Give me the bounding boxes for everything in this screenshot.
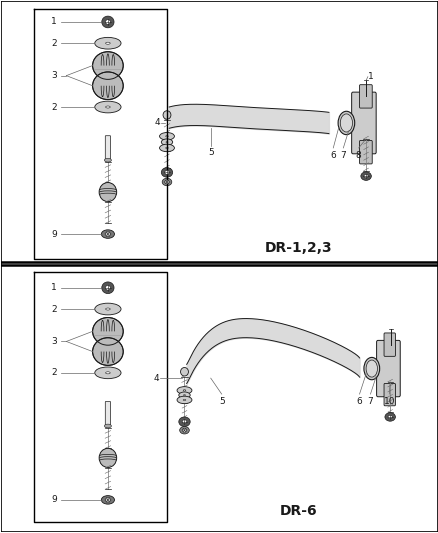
Ellipse shape xyxy=(178,417,190,426)
Ellipse shape xyxy=(105,286,110,290)
Text: 5: 5 xyxy=(208,149,213,157)
Ellipse shape xyxy=(363,358,379,379)
Ellipse shape xyxy=(161,139,172,146)
Text: 7: 7 xyxy=(367,397,372,406)
Text: 1: 1 xyxy=(367,71,373,80)
Ellipse shape xyxy=(104,158,111,162)
Ellipse shape xyxy=(384,413,395,421)
Ellipse shape xyxy=(105,498,110,502)
Text: 1: 1 xyxy=(51,283,57,292)
Ellipse shape xyxy=(337,111,354,135)
Text: DR-1,2,3: DR-1,2,3 xyxy=(264,241,331,255)
Ellipse shape xyxy=(101,230,114,238)
Ellipse shape xyxy=(161,167,172,177)
Ellipse shape xyxy=(95,367,121,378)
Text: 4: 4 xyxy=(153,374,159,383)
Ellipse shape xyxy=(92,52,123,79)
Ellipse shape xyxy=(105,20,110,25)
Ellipse shape xyxy=(162,111,170,119)
Text: 8: 8 xyxy=(355,151,361,159)
FancyBboxPatch shape xyxy=(383,333,395,357)
Ellipse shape xyxy=(360,172,371,180)
Text: 6: 6 xyxy=(330,151,336,159)
Ellipse shape xyxy=(182,420,186,424)
Ellipse shape xyxy=(159,133,174,140)
Ellipse shape xyxy=(365,360,377,377)
Ellipse shape xyxy=(178,392,190,398)
Ellipse shape xyxy=(105,232,110,236)
Ellipse shape xyxy=(363,174,367,178)
Ellipse shape xyxy=(95,101,121,113)
Ellipse shape xyxy=(95,303,121,315)
Ellipse shape xyxy=(99,448,117,467)
Text: 2: 2 xyxy=(51,368,57,377)
Ellipse shape xyxy=(183,399,185,401)
Ellipse shape xyxy=(166,142,168,143)
FancyBboxPatch shape xyxy=(105,136,110,161)
Ellipse shape xyxy=(165,135,168,137)
Ellipse shape xyxy=(177,396,191,403)
Ellipse shape xyxy=(106,42,110,44)
Ellipse shape xyxy=(92,338,123,366)
Text: 3: 3 xyxy=(51,71,57,80)
Ellipse shape xyxy=(180,368,188,376)
Ellipse shape xyxy=(106,106,110,108)
Ellipse shape xyxy=(162,178,171,185)
Ellipse shape xyxy=(106,372,110,374)
Ellipse shape xyxy=(179,426,189,434)
Text: 2: 2 xyxy=(51,102,57,111)
FancyBboxPatch shape xyxy=(359,141,371,164)
FancyBboxPatch shape xyxy=(105,401,110,426)
Ellipse shape xyxy=(101,496,114,504)
Text: 9: 9 xyxy=(51,495,57,504)
Text: 3: 3 xyxy=(51,337,57,346)
Ellipse shape xyxy=(164,180,169,184)
Ellipse shape xyxy=(165,147,168,149)
Text: 1: 1 xyxy=(51,18,57,27)
FancyBboxPatch shape xyxy=(383,383,395,406)
Ellipse shape xyxy=(104,424,111,428)
Text: 10: 10 xyxy=(383,397,394,406)
FancyBboxPatch shape xyxy=(351,92,375,154)
FancyBboxPatch shape xyxy=(376,341,399,397)
Ellipse shape xyxy=(102,16,114,28)
FancyBboxPatch shape xyxy=(359,85,371,108)
Ellipse shape xyxy=(99,182,117,201)
Ellipse shape xyxy=(164,171,169,174)
Ellipse shape xyxy=(92,318,123,345)
Text: 4: 4 xyxy=(155,118,160,127)
Text: 7: 7 xyxy=(340,151,346,159)
Ellipse shape xyxy=(177,386,191,394)
Ellipse shape xyxy=(182,429,186,432)
Text: 2: 2 xyxy=(51,39,57,48)
Ellipse shape xyxy=(159,144,174,152)
Ellipse shape xyxy=(183,390,185,391)
Ellipse shape xyxy=(183,394,185,395)
Text: 2: 2 xyxy=(51,304,57,313)
Ellipse shape xyxy=(387,415,392,418)
Ellipse shape xyxy=(106,308,110,310)
Ellipse shape xyxy=(95,37,121,49)
Text: DR-6: DR-6 xyxy=(279,504,316,518)
Text: 5: 5 xyxy=(218,397,224,406)
Ellipse shape xyxy=(102,282,114,294)
Ellipse shape xyxy=(339,114,352,132)
Ellipse shape xyxy=(92,72,123,100)
Text: 6: 6 xyxy=(356,397,362,406)
Text: 9: 9 xyxy=(51,230,57,239)
